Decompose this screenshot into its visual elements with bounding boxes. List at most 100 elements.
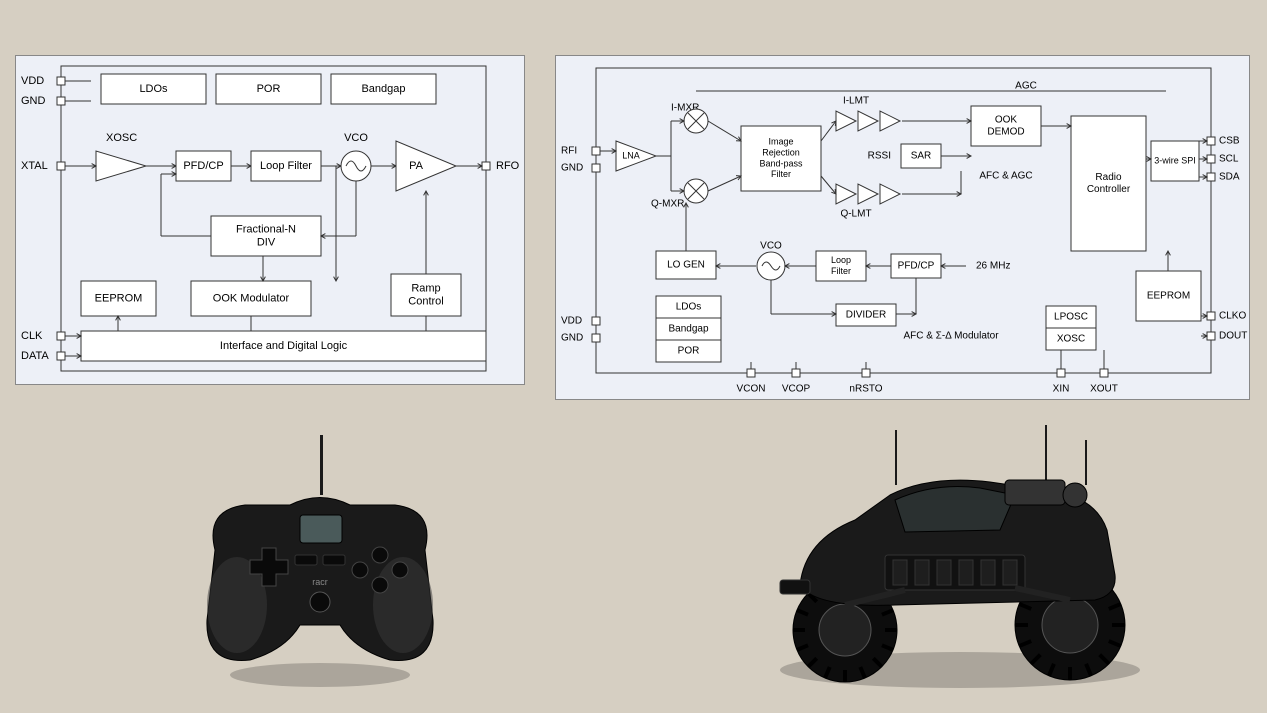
pin	[1207, 312, 1215, 320]
face-button	[372, 547, 388, 563]
block-label: Loop Filter	[260, 160, 312, 172]
grille-slot	[915, 560, 929, 585]
block-label: Controller	[1087, 184, 1131, 195]
windshield	[895, 487, 1015, 533]
pin-label: DATA	[21, 350, 49, 362]
lmt-amp	[880, 111, 900, 131]
block-label: POR	[257, 83, 281, 95]
antenna	[895, 430, 897, 485]
transmitter-block-diagram: VDDGNDXTALCLKDATARFOLDOsPORBandgapXOSCPF…	[15, 55, 525, 385]
block-label: EEPROM	[95, 292, 143, 304]
receiver-block-diagram: RFI GND VDD GND CSB SCL SDA CLKO DOUT VCON VCOP nRS…	[555, 55, 1250, 400]
rccar-svg	[745, 420, 1175, 700]
block-label: DIV	[257, 237, 276, 249]
pin-label: XIN	[1053, 384, 1070, 395]
lmt-amp	[836, 111, 856, 131]
pin	[592, 147, 600, 155]
block-label: LDOs	[139, 83, 168, 95]
pin	[1207, 332, 1215, 340]
pin-label: GND	[21, 95, 46, 107]
q-mxr-label: Q-MXR	[651, 199, 684, 210]
wire	[708, 176, 741, 191]
block-label: DEMOD	[987, 127, 1024, 138]
pin-label: CLKO	[1219, 311, 1246, 322]
block-label: Bandgap	[668, 324, 708, 335]
pin	[862, 369, 870, 377]
shadow	[230, 663, 410, 687]
freq-label: 26 MHz	[976, 261, 1010, 272]
antenna	[320, 435, 323, 495]
grille-slot	[959, 560, 973, 585]
front-hub	[819, 604, 871, 656]
pin-label: VDD	[561, 316, 582, 327]
block-label: LPOSC	[1054, 312, 1088, 323]
pin	[482, 162, 490, 170]
afc-agc-label: AFC & AGC	[979, 171, 1032, 182]
lmt-amp	[858, 184, 878, 204]
block-label: PFD/CP	[898, 261, 935, 272]
roof-gear	[1005, 480, 1065, 505]
bumper	[780, 580, 810, 594]
antenna	[1085, 440, 1087, 485]
xosc-amp	[96, 151, 146, 181]
block-label: EEPROM	[1147, 291, 1190, 302]
diagram2-svg: RFI GND VDD GND CSB SCL SDA CLKO DOUT VCON VCOP nRS…	[556, 56, 1251, 401]
block-label: XOSC	[1057, 334, 1085, 345]
brand-label: racr	[312, 577, 328, 587]
pin	[57, 77, 65, 85]
block-label: Fractional-N	[236, 223, 296, 235]
block-label: LDOs	[676, 302, 702, 313]
pin-label: GND	[561, 333, 583, 344]
pin-label: GND	[561, 163, 583, 174]
block-label: Image	[768, 137, 793, 147]
pin	[592, 317, 600, 325]
pin	[1207, 155, 1215, 163]
block-label: Control	[408, 296, 443, 308]
face-button	[352, 562, 368, 578]
pin	[592, 164, 600, 172]
roof-light	[1063, 483, 1087, 507]
grille-slot	[937, 560, 951, 585]
block-label: OOK Modulator	[213, 292, 290, 304]
pin-label: VCOP	[782, 384, 811, 395]
pin	[1207, 137, 1215, 145]
pin-label: XTAL	[21, 160, 48, 172]
block-label: SAR	[911, 151, 932, 162]
pin	[747, 369, 755, 377]
block-label: PFD/CP	[183, 160, 223, 172]
q-lmt-label: Q-LMT	[840, 209, 871, 220]
block-label: Ramp	[411, 282, 440, 294]
pin-label: nRSTO	[849, 384, 882, 395]
xosc-label: XOSC	[106, 132, 137, 144]
block-label: LO GEN	[667, 260, 705, 271]
block-label: POR	[678, 346, 700, 357]
pin-label: SDA	[1219, 172, 1240, 183]
block-label: Radio	[1095, 172, 1122, 183]
pin	[57, 352, 65, 360]
block-label: Rejection	[762, 147, 800, 157]
pin-label: CLK	[21, 330, 43, 342]
wire	[821, 121, 836, 141]
pin	[57, 162, 65, 170]
pin-label: RFI	[561, 146, 577, 157]
vco-label: VCO	[344, 132, 368, 144]
i-lmt-label: I-LMT	[843, 96, 869, 107]
block-label: 3-wire SPI	[1154, 155, 1196, 165]
block-label: Loop	[831, 255, 851, 265]
lmt-amp	[858, 111, 878, 131]
center-button	[295, 555, 317, 565]
pin-label: CSB	[1219, 136, 1240, 147]
pin-label: VCON	[737, 384, 766, 395]
pin	[57, 332, 65, 340]
lmt-amp	[880, 184, 900, 204]
pin	[1207, 173, 1215, 181]
pin-label: DOUT	[1219, 331, 1247, 342]
center-button	[323, 555, 345, 565]
vco-label: VCO	[760, 241, 782, 252]
diagram1-svg: VDDGNDXTALCLKDATARFOLDOsPORBandgapXOSCPF…	[16, 56, 526, 386]
rc-controller-illustration: racr	[175, 430, 465, 690]
pin-label: SCL	[1219, 154, 1239, 165]
pin	[57, 97, 65, 105]
lna-label: LNA	[622, 150, 640, 160]
pa-label: PA	[409, 160, 424, 172]
